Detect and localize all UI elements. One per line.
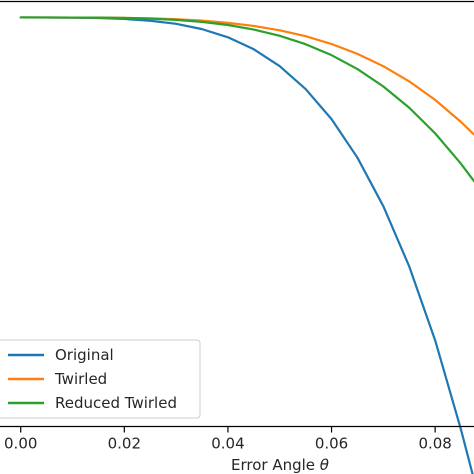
legend-label-reduced-twirled: Reduced Twirled <box>55 394 177 412</box>
legend-label-twirled: Twirled <box>54 370 107 388</box>
x-axis-label-text: Error Angle <box>231 456 320 474</box>
legend-box <box>0 339 201 419</box>
x-tick-label: 0.00 <box>4 435 37 453</box>
series-line-reduced-twirled <box>19 16 474 183</box>
x-tick-label: 0.06 <box>315 435 348 453</box>
plot-frame <box>0 0 474 428</box>
x-tick-label: 0.02 <box>108 435 141 453</box>
x-tick-label: 0.04 <box>211 435 244 453</box>
x-tick-label: 0.08 <box>418 435 451 453</box>
x-ticks: 0.00 0.02 0.04 0.06 0.08 <box>4 426 452 453</box>
x-axis-label-symbol: θ <box>320 456 329 474</box>
legend-label-original: Original <box>55 346 114 364</box>
series-layer <box>19 16 474 474</box>
legend: Original Twirled Reduced Twirled <box>0 339 201 419</box>
x-axis-label: Error Angle θ <box>231 456 329 474</box>
